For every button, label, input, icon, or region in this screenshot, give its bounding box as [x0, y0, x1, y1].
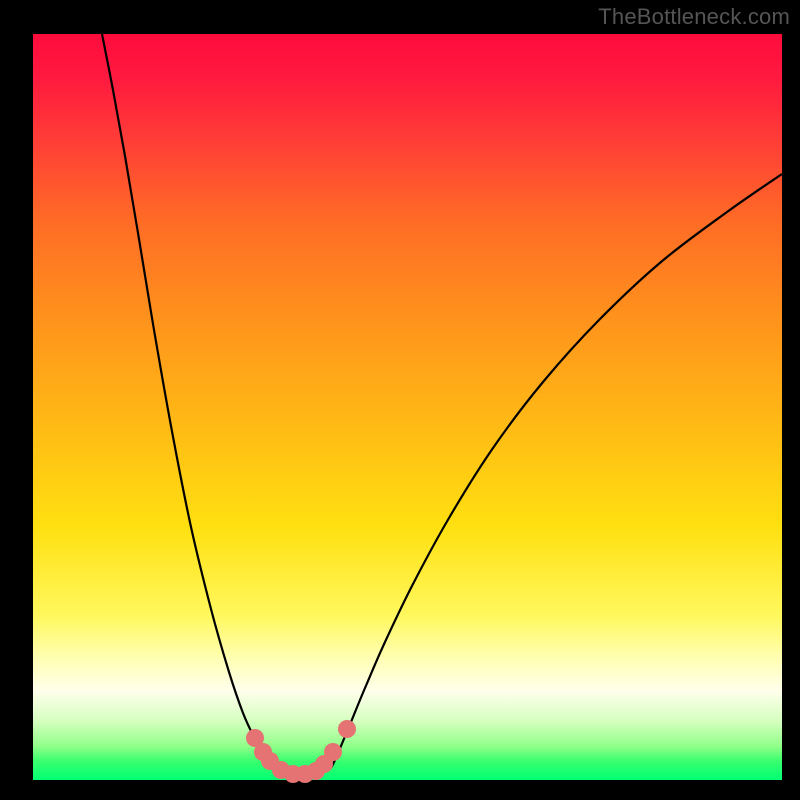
marker-dot: [324, 743, 342, 761]
marker-dot: [338, 720, 356, 738]
watermark-text: TheBottleneck.com: [598, 4, 790, 30]
chart-frame: TheBottleneck.com: [0, 0, 800, 800]
bottleneck-chart: [0, 0, 800, 800]
plot-background: [33, 34, 782, 780]
